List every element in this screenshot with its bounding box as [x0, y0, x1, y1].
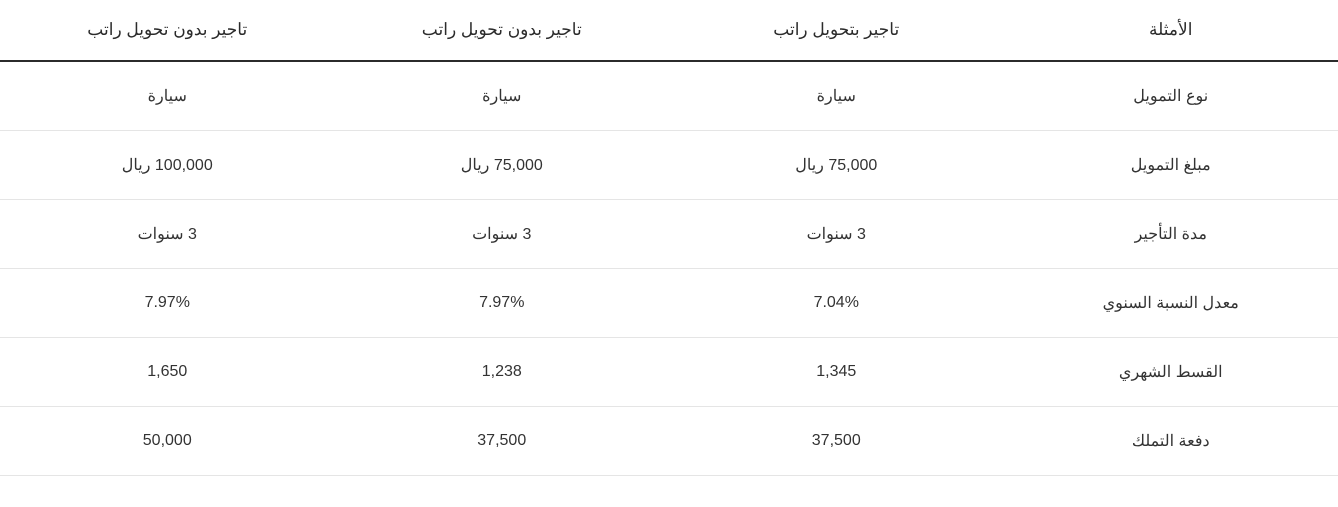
- table-cell: سيارة: [669, 61, 1004, 131]
- table-cell: 7.97%: [335, 269, 670, 338]
- row-label-finance-amount: مبلغ التمويل: [1004, 131, 1338, 200]
- table-cell: 75,000 ريال: [335, 131, 670, 200]
- table-cell: 7.04%: [669, 269, 1004, 338]
- column-header-with-salary: تاجير بتحويل راتب: [669, 0, 1004, 61]
- row-label-monthly-installment: القسط الشهري: [1004, 338, 1338, 407]
- row-label-lease-duration: مدة التأجير: [1004, 200, 1338, 269]
- finance-comparison-table: الأمثلة تاجير بتحويل راتب تاجير بدون تحو…: [0, 0, 1338, 476]
- table-cell: 7.97%: [0, 269, 335, 338]
- table-cell: 37,500: [335, 407, 670, 476]
- table-cell: 100,000 ريال: [0, 131, 335, 200]
- table-cell: 3 سنوات: [335, 200, 670, 269]
- table-row: نوع التمويل سيارة سيارة سيارة: [0, 61, 1338, 131]
- table-cell: سيارة: [335, 61, 670, 131]
- table-cell: 3 سنوات: [0, 200, 335, 269]
- row-label-apr: معدل النسبة السنوي: [1004, 269, 1338, 338]
- row-label-finance-type: نوع التمويل: [1004, 61, 1338, 131]
- table-cell: 50,000: [0, 407, 335, 476]
- table-cell: 1,238: [335, 338, 670, 407]
- table-cell: 37,500: [669, 407, 1004, 476]
- table-header-row: الأمثلة تاجير بتحويل راتب تاجير بدون تحو…: [0, 0, 1338, 61]
- table-cell: 75,000 ريال: [669, 131, 1004, 200]
- row-label-ownership-payment: دفعة التملك: [1004, 407, 1338, 476]
- table-row: مبلغ التمويل 75,000 ريال 75,000 ريال 100…: [0, 131, 1338, 200]
- table-cell: 3 سنوات: [669, 200, 1004, 269]
- table-row: مدة التأجير 3 سنوات 3 سنوات 3 سنوات: [0, 200, 1338, 269]
- table-row: دفعة التملك 37,500 37,500 50,000: [0, 407, 1338, 476]
- table-cell: سيارة: [0, 61, 335, 131]
- table-cell: 1,650: [0, 338, 335, 407]
- table-row: معدل النسبة السنوي 7.04% 7.97% 7.97%: [0, 269, 1338, 338]
- column-header-examples: الأمثلة: [1004, 0, 1338, 61]
- table-row: القسط الشهري 1,345 1,238 1,650: [0, 338, 1338, 407]
- column-header-without-salary-1: تاجير بدون تحويل راتب: [335, 0, 670, 61]
- table-cell: 1,345: [669, 338, 1004, 407]
- column-header-without-salary-2: تاجير بدون تحويل راتب: [0, 0, 335, 61]
